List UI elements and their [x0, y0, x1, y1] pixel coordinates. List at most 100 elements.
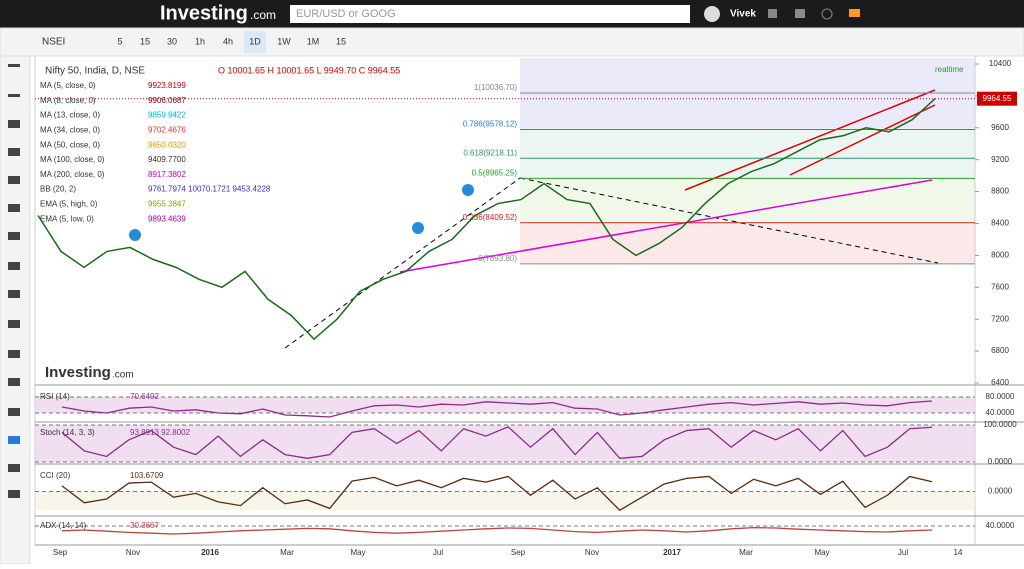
legend-label: MA (50, close, 0)	[40, 140, 100, 149]
legend-value: 9923.8199	[148, 81, 186, 90]
icon[interactable]	[768, 9, 777, 18]
panel-band	[35, 397, 975, 413]
panel-tick-label: 40.0000	[986, 408, 1015, 417]
tool[interactable]	[8, 350, 20, 358]
tool[interactable]	[8, 290, 20, 298]
fib-label: 0(7893.80)	[478, 254, 517, 263]
interval[interactable]: 5	[117, 36, 122, 46]
panel-tick-label: 0.0000	[988, 457, 1013, 466]
panel-readout: 103.6709	[130, 471, 164, 480]
x-tick-label: Jul	[898, 548, 908, 557]
legend-label: BB (20, 2)	[40, 185, 76, 194]
pivot-marker[interactable]	[462, 184, 474, 196]
tool[interactable]	[8, 436, 20, 444]
logo[interactable]: Investing	[160, 2, 248, 24]
tool[interactable]	[8, 232, 20, 240]
legend-label: MA (200, close, 0)	[40, 170, 105, 179]
interval[interactable]: 15	[140, 36, 150, 46]
tool[interactable]	[8, 148, 20, 156]
legend-label: EMA (5, high, 0)	[40, 200, 98, 209]
panel-readout: 30.3667	[130, 521, 159, 530]
y-tick-label: 6400	[991, 378, 1009, 387]
interval[interactable]: 15	[336, 36, 346, 46]
realtime: realtime	[935, 65, 964, 74]
y-tick-label: 9200	[991, 155, 1009, 164]
tool[interactable]	[8, 490, 20, 498]
tool[interactable]	[8, 378, 20, 386]
tool-column	[0, 55, 31, 565]
watermark: Investing	[45, 364, 111, 381]
flag[interactable]	[849, 9, 860, 17]
tools	[8, 64, 20, 498]
avatar[interactable]	[704, 6, 720, 22]
interval[interactable]: 1h	[195, 36, 205, 46]
x-tick-label: 2016	[201, 548, 219, 557]
panel-label: RSI (14)	[40, 392, 70, 401]
legend-value: 9650.0320	[148, 140, 186, 149]
trendline	[399, 179, 933, 273]
x-tick-label: 2017	[663, 548, 681, 557]
tool[interactable]	[8, 64, 20, 67]
legend-title: Nifty 50, India, D, NSE	[45, 66, 145, 77]
search-box[interactable]	[290, 5, 690, 23]
icon[interactable]	[795, 9, 805, 18]
icon[interactable]	[821, 8, 833, 20]
y-tick-label: 8800	[991, 187, 1009, 196]
symbol[interactable]: NSEI	[42, 37, 65, 48]
interval[interactable]: 4h	[223, 36, 233, 46]
x-tick-label: 14	[954, 548, 963, 557]
x-tick-label: Sep	[53, 548, 68, 557]
y-tick-label: 9600	[991, 123, 1009, 132]
panel-label: CCI (20)	[40, 471, 71, 480]
fib-zone	[520, 128, 975, 178]
indicator-line	[61, 475, 933, 512]
y-tick-label: 10400	[989, 59, 1012, 68]
fib-zone	[520, 224, 975, 264]
search-placeholder[interactable]: EUR/USD or GOOG	[296, 8, 396, 20]
price-tag-bg	[977, 91, 1017, 106]
panel-readout: 93.8913 92.8002	[130, 428, 191, 437]
user-name[interactable]: Vivek	[730, 9, 756, 20]
logo-suffix: .com	[250, 8, 276, 22]
legend-label: MA (100, close, 0)	[40, 155, 105, 164]
legend-value: 9409.7700	[148, 155, 186, 164]
legend-label: MA (13, close, 0)	[40, 111, 100, 120]
interval[interactable]: 1M	[307, 36, 320, 46]
x-tick-label: May	[814, 548, 829, 557]
x-tick-label: Nov	[126, 548, 140, 557]
tool[interactable]	[8, 204, 20, 212]
tool[interactable]	[8, 464, 20, 472]
tool[interactable]	[8, 408, 20, 416]
panel-tick-label: 0.0000	[988, 487, 1013, 496]
tool[interactable]	[8, 262, 20, 270]
y-tick-label: 7200	[991, 314, 1009, 323]
tool[interactable]	[8, 176, 20, 184]
fib-label: 0.5(8965.25)	[472, 169, 518, 178]
panel-tick-label: 80.0000	[986, 392, 1015, 401]
x-tick-label: Jul	[433, 548, 443, 557]
interval[interactable]: 1D	[249, 36, 261, 46]
legend-value: 9906.0687	[148, 96, 186, 105]
price-tag: 9964.55	[983, 94, 1012, 103]
panel-tick-label: 40.0000	[986, 521, 1015, 530]
y-tick-label: 8400	[991, 219, 1009, 228]
y-tick-label: 7600	[991, 282, 1009, 291]
legend-value: 9702.4676	[148, 126, 186, 135]
interval[interactable]: 1W	[277, 36, 291, 46]
tool[interactable]	[8, 120, 20, 128]
trendline	[789, 104, 936, 176]
indicator-line	[61, 400, 933, 418]
interval[interactable]: 30	[167, 36, 177, 46]
panel-tick-label: 100.0000	[983, 420, 1017, 429]
x-tick-label: Mar	[739, 548, 753, 557]
tool[interactable]	[8, 320, 20, 328]
legend-value: 9761.7974 10070.1721 9453.4228	[148, 185, 271, 194]
pivot-marker[interactable]	[412, 222, 424, 234]
fib-label: 0.618(9218.11)	[463, 148, 517, 157]
price-line	[37, 98, 936, 341]
panel-readout: 70.6492	[130, 392, 159, 401]
indicator-line	[61, 526, 933, 535]
tool[interactable]	[8, 94, 20, 97]
pivot-marker[interactable]	[129, 229, 141, 241]
